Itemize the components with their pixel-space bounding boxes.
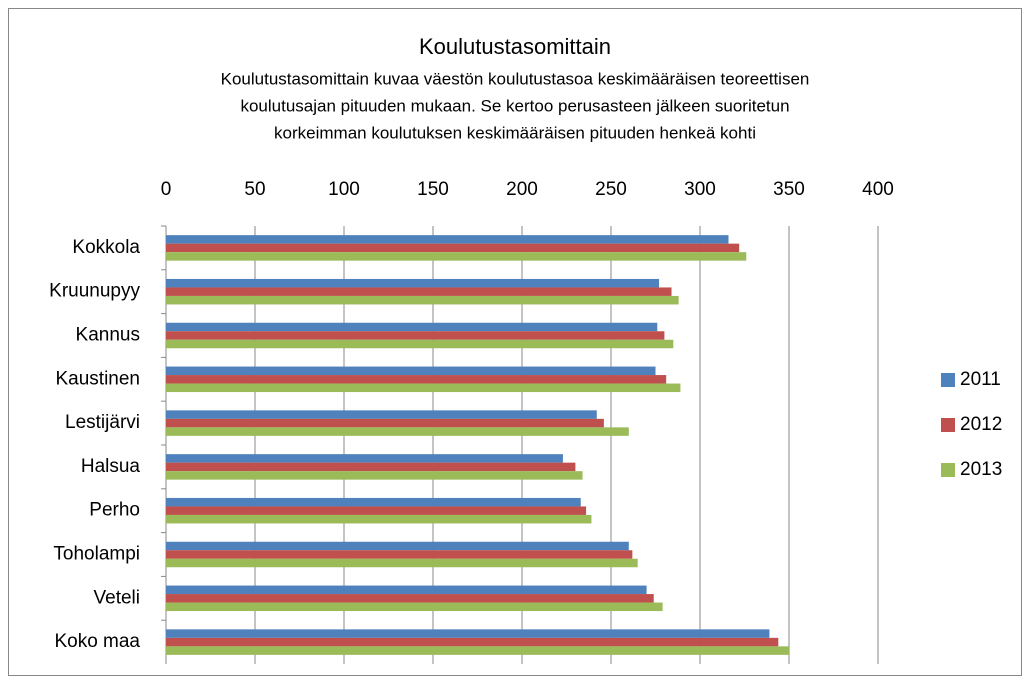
y-tick-label: Veteli	[94, 587, 140, 608]
y-tick-label: Kaustinen	[55, 368, 140, 389]
legend-label: 2013	[960, 459, 1002, 480]
bar	[166, 235, 729, 244]
bar	[166, 339, 674, 349]
bar	[166, 471, 583, 480]
chart-subtitle: Koulutustasomittain kuvaa väestön koulut…	[221, 69, 810, 88]
y-tick-label: Lestijärvi	[65, 412, 140, 433]
x-tick-label: 150	[417, 179, 449, 200]
bar	[166, 637, 779, 647]
bar	[166, 375, 667, 384]
bar	[166, 418, 604, 428]
legend-swatch	[941, 418, 955, 432]
bar	[166, 287, 672, 296]
x-tick-label: 200	[506, 179, 538, 200]
y-tick-label: Kannus	[76, 325, 140, 346]
bar	[166, 243, 740, 253]
x-tick-label: 300	[684, 179, 716, 200]
chart-subtitle: korkeimman koulutuksen keskimääräisen pi…	[274, 123, 756, 142]
bar	[166, 331, 665, 340]
bar	[166, 427, 629, 436]
x-tick-label: 400	[862, 179, 894, 200]
bar	[166, 278, 660, 288]
x-tick-label: 100	[328, 179, 360, 200]
bar	[166, 366, 656, 376]
bar	[166, 506, 587, 515]
bar	[166, 541, 629, 551]
y-tick-label: Kokkola	[72, 237, 140, 258]
y-tick-label: Koko maa	[54, 631, 140, 652]
legend-label: 2011	[960, 369, 1001, 390]
legend-swatch	[941, 373, 955, 387]
bar	[166, 383, 681, 393]
y-tick-label: Kruunupyy	[49, 281, 140, 302]
legend-swatch	[941, 463, 955, 477]
bar	[166, 322, 658, 332]
y-tick-label: Halsua	[81, 456, 141, 477]
bar	[166, 646, 789, 655]
y-tick-label: Perho	[89, 500, 140, 521]
x-tick-label: 50	[244, 179, 265, 200]
x-tick-label: 250	[595, 179, 627, 200]
bar	[166, 295, 679, 305]
bar	[166, 602, 663, 612]
bar	[166, 462, 576, 472]
bar	[166, 629, 770, 638]
y-tick-label: Toholampi	[53, 544, 140, 565]
legend-label: 2012	[960, 414, 1002, 435]
bar	[166, 585, 647, 595]
bar	[166, 558, 638, 568]
bar	[166, 454, 563, 463]
chart-subtitle: koulutusajan pituuden mukaan. Se kertoo …	[240, 96, 789, 115]
x-tick-label: 350	[773, 179, 805, 200]
bar	[166, 497, 581, 507]
bar	[166, 410, 597, 419]
x-tick-label: 0	[161, 179, 172, 200]
bar	[166, 594, 654, 603]
bar	[166, 550, 633, 559]
bar	[166, 514, 592, 524]
bar	[166, 252, 747, 261]
chart-title: Koulutustasomittain	[419, 34, 611, 59]
